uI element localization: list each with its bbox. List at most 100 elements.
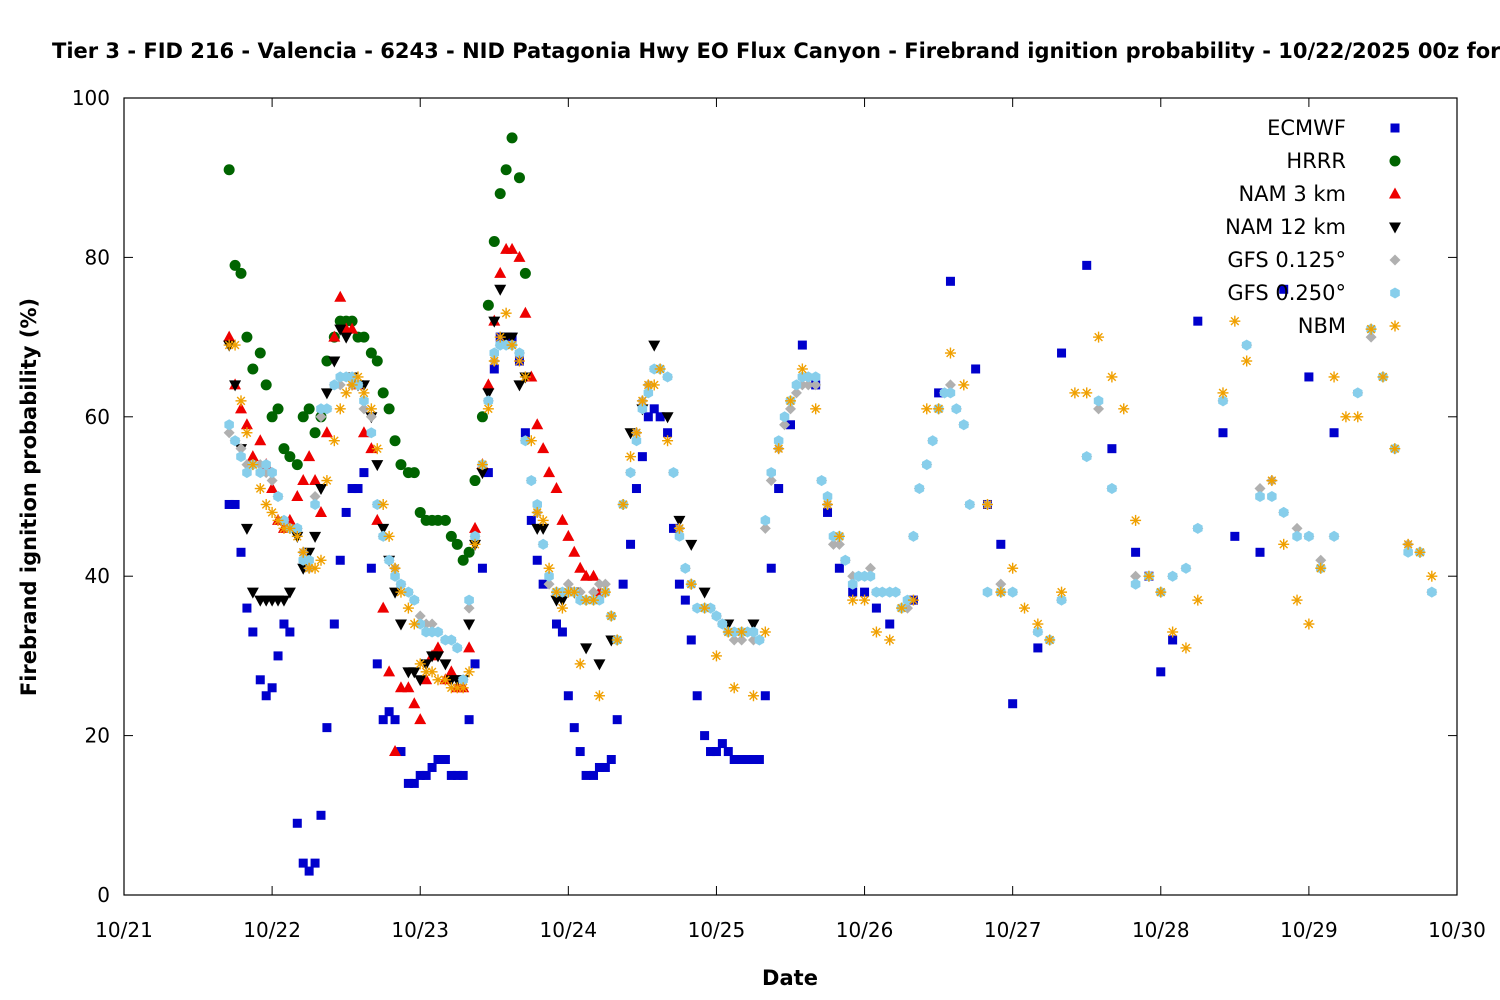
data-point	[457, 554, 469, 566]
data-point	[995, 586, 1007, 598]
data-point	[636, 395, 648, 407]
data-point	[648, 340, 661, 352]
data-point	[1414, 546, 1426, 558]
y-tick-label: 60	[85, 405, 110, 429]
data-point	[748, 755, 758, 765]
data-point	[314, 505, 327, 517]
data-point	[470, 530, 480, 542]
data-point	[556, 513, 569, 525]
data-point	[1266, 475, 1278, 487]
data-point	[779, 411, 790, 423]
legend-label: GFS 0.250°	[1227, 281, 1346, 305]
data-point	[728, 634, 740, 646]
data-point	[267, 467, 277, 479]
data-point	[346, 379, 358, 391]
data-point	[463, 619, 476, 631]
data-point	[569, 723, 579, 733]
data-point	[279, 619, 289, 629]
data-point	[700, 731, 710, 741]
data-point	[403, 778, 413, 788]
data-point	[907, 594, 919, 606]
data-point	[1033, 643, 1043, 653]
data-point	[680, 562, 691, 574]
data-point	[773, 435, 784, 447]
data-point	[329, 619, 339, 629]
data-point	[933, 403, 945, 415]
data-point	[625, 451, 637, 463]
data-point	[791, 379, 802, 391]
data-point	[366, 563, 376, 573]
data-point	[365, 403, 377, 415]
data-point	[240, 523, 253, 535]
data-point	[340, 387, 352, 399]
data-point	[371, 443, 383, 455]
data-point	[1181, 562, 1191, 574]
data-point	[562, 529, 575, 541]
data-point	[1377, 371, 1389, 383]
data-point	[451, 538, 463, 550]
data-point	[717, 618, 728, 630]
data-point	[389, 562, 401, 574]
data-point	[1279, 284, 1289, 294]
data-point	[1353, 387, 1363, 399]
x-tick-label: 10/21	[95, 918, 153, 942]
data-point	[297, 474, 310, 486]
data-point	[643, 412, 653, 422]
data-point	[426, 666, 438, 678]
data-point	[1130, 570, 1142, 582]
data-point	[445, 530, 457, 542]
data-point	[816, 475, 827, 487]
data-point	[921, 403, 933, 415]
data-point	[1267, 491, 1277, 502]
data-point	[1278, 538, 1290, 550]
data-point	[885, 619, 895, 629]
data-point	[631, 435, 642, 447]
data-point	[340, 332, 353, 344]
data-point	[1155, 586, 1167, 598]
data-point	[291, 530, 303, 542]
data-point	[371, 355, 383, 367]
data-point	[298, 858, 308, 868]
data-point	[833, 530, 845, 542]
data-point	[358, 387, 370, 399]
data-point	[748, 626, 759, 638]
data-point	[371, 513, 384, 525]
data-point	[433, 626, 443, 638]
x-tick-label: 10/27	[984, 918, 1042, 942]
data-point	[563, 691, 573, 701]
data-point	[779, 419, 791, 431]
data-point	[1229, 315, 1241, 327]
legend-marker	[1389, 187, 1401, 199]
data-point	[766, 563, 776, 573]
data-point	[254, 434, 267, 446]
data-point	[531, 418, 544, 430]
data-point	[796, 363, 808, 375]
data-point	[303, 450, 316, 462]
data-point	[934, 388, 944, 398]
data-point	[810, 379, 822, 391]
data-point	[860, 587, 870, 597]
data-point	[267, 683, 277, 693]
data-point	[372, 659, 382, 669]
data-point	[494, 188, 506, 200]
data-point	[297, 411, 309, 423]
data-point	[747, 619, 760, 631]
data-point	[506, 339, 518, 351]
data-point	[229, 259, 241, 271]
data-point	[945, 387, 956, 399]
data-point	[618, 579, 628, 589]
data-point	[525, 370, 538, 382]
data-point	[562, 578, 574, 590]
data-point	[1304, 530, 1314, 542]
data-point	[662, 371, 673, 383]
data-point	[543, 578, 555, 590]
data-point	[774, 484, 784, 494]
data-point	[309, 474, 322, 486]
data-point	[723, 747, 733, 757]
data-point	[1180, 642, 1192, 654]
data-point	[292, 522, 303, 534]
data-point	[1008, 699, 1018, 709]
data-point	[1193, 522, 1203, 534]
data-point	[944, 347, 956, 359]
data-point	[414, 675, 427, 687]
